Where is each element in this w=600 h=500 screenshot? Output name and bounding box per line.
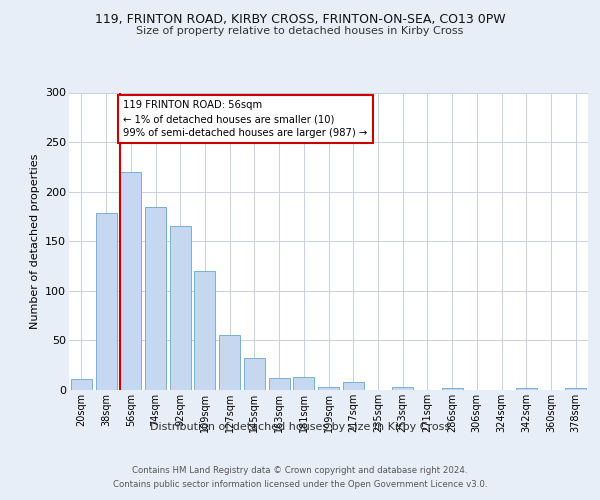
- Text: Contains HM Land Registry data © Crown copyright and database right 2024.: Contains HM Land Registry data © Crown c…: [132, 466, 468, 475]
- Bar: [318, 387, 339, 390]
- Bar: [343, 382, 364, 390]
- Text: Contains public sector information licensed under the Open Government Licence v3: Contains public sector information licen…: [113, 480, 487, 489]
- Bar: [516, 388, 537, 390]
- Text: Distribution of detached houses by size in Kirby Cross: Distribution of detached houses by size …: [150, 422, 450, 432]
- Bar: [442, 388, 463, 390]
- Bar: [565, 388, 586, 390]
- Bar: [392, 387, 413, 390]
- Y-axis label: Number of detached properties: Number of detached properties: [29, 154, 40, 329]
- Bar: [95, 214, 116, 390]
- Text: 119, FRINTON ROAD, KIRBY CROSS, FRINTON-ON-SEA, CO13 0PW: 119, FRINTON ROAD, KIRBY CROSS, FRINTON-…: [95, 12, 505, 26]
- Bar: [120, 172, 141, 390]
- Bar: [293, 377, 314, 390]
- Bar: [170, 226, 191, 390]
- Bar: [219, 336, 240, 390]
- Bar: [194, 271, 215, 390]
- Bar: [145, 206, 166, 390]
- Text: Size of property relative to detached houses in Kirby Cross: Size of property relative to detached ho…: [136, 26, 464, 36]
- Text: 119 FRINTON ROAD: 56sqm
← 1% of detached houses are smaller (10)
99% of semi-det: 119 FRINTON ROAD: 56sqm ← 1% of detached…: [124, 100, 368, 138]
- Bar: [244, 358, 265, 390]
- Bar: [71, 379, 92, 390]
- Bar: [269, 378, 290, 390]
